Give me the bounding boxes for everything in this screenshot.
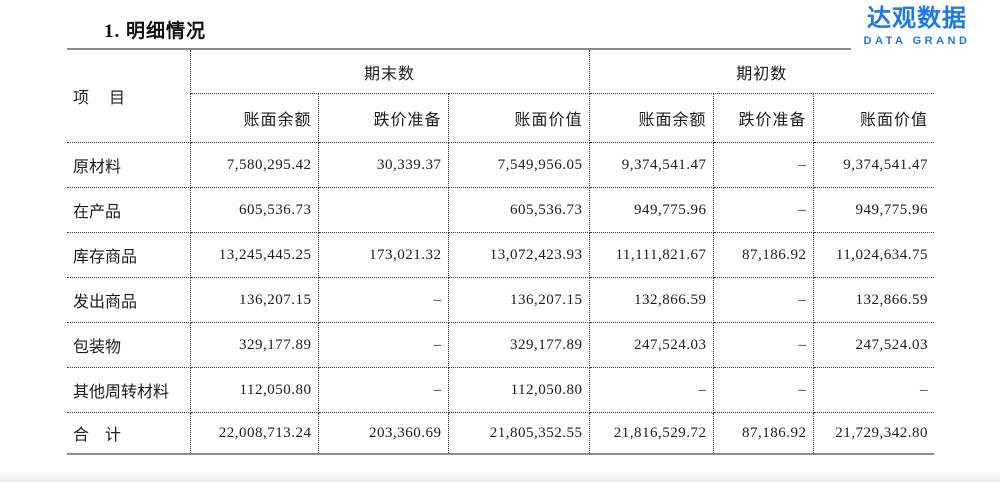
row-value-cell: – — [317, 367, 449, 413]
row-value-cell: 21,816,529.72 — [588, 412, 714, 455]
row-item-label: 合 计 — [67, 412, 191, 455]
row-value-cell: 136,207.15 — [189, 277, 319, 323]
table-row: 其他周转材料 112,050.80–112,050.80– – – — [67, 367, 935, 413]
row-value-cell: 605,536.73 — [447, 187, 590, 233]
row-value-cell: 87,186.92 — [712, 232, 814, 278]
table-body: 原材料 7,580,295.42 30,339.37 7,549,956.05 9,37… — [67, 142, 935, 455]
row-item-label: 发出商品 — [67, 277, 191, 323]
document-title: 1. 明细情况 — [104, 21, 207, 42]
row-item-label: 原材料 — [67, 142, 191, 188]
table-row: 库存商品 13,245,445.25 173,021.32 13,072,423.93… — [67, 232, 935, 278]
row-value-cell: – — [317, 322, 449, 368]
sub-header-cell: 账面余额 — [588, 93, 714, 143]
row-value-cell: – — [317, 277, 449, 323]
row-value-cell: 7,549,956.05 — [447, 142, 590, 188]
row-value-cell: 9,374,541.47 — [812, 142, 935, 188]
row-value-cell: 132,866.59 — [812, 277, 935, 323]
row-value-cell: 949,775.96 — [812, 187, 935, 233]
row-value-cell: 136,207.15 — [447, 277, 590, 323]
row-value-cell: 247,524.03 — [588, 322, 714, 368]
row-item-label: 其他周转材料 — [67, 367, 191, 413]
row-value-cell: 132,866.59 — [588, 277, 714, 323]
row-value-cell: 9,374,541.47 — [588, 142, 714, 188]
row-value-cell: 112,050.80 — [447, 367, 590, 413]
row-value-cell: 329,177.89 — [447, 322, 590, 368]
sub-header-cell: 账面余额 — [190, 93, 319, 143]
row-value-cell: – — [812, 367, 935, 413]
row-value-cell: – — [588, 367, 714, 413]
row-value-cell: 112,050.80 — [189, 367, 319, 413]
row-value-cell: – — [712, 367, 814, 413]
row-value-cell: 7,580,295.42 — [189, 142, 319, 188]
brand-logo-en: DATA GRAND — [863, 35, 971, 47]
table-header: 项 目 期末数 期初数 账面余额 跌价准备 账面价值 账面余额 跌价准备 账面价… — [67, 48, 935, 143]
sub-header-cell: 跌价准备 — [712, 93, 814, 143]
row-value-cell — [317, 187, 449, 233]
row-value-cell: 173,021.32 — [317, 232, 449, 278]
row-value-cell: – — [712, 322, 814, 368]
row-item-label: 包装物 — [67, 322, 191, 368]
row-value-cell: 22,008,713.24 — [189, 412, 319, 455]
brand-logo: 达观数据 DATA GRAND — [851, 5, 983, 51]
table-row: 在产品 605,536.73 605,536.73 949,775.96–949,77… — [67, 187, 935, 233]
page-bottom-shadow — [0, 472, 1000, 482]
total-row: 合 计 22,008,713.24 203,360.69 21,805,352.55 2… — [67, 412, 935, 455]
brand-logo-cn: 达观数据 — [867, 5, 967, 32]
sub-header-cell: 跌价准备 — [317, 93, 449, 143]
row-value-cell: 87,186.92 — [712, 412, 814, 455]
row-value-cell: 21,729,342.80 — [812, 412, 935, 455]
row-value-cell: 605,536.73 — [189, 187, 319, 233]
row-value-cell: – — [712, 277, 814, 323]
group-header-row: 项 目 期末数 期初数 — [67, 48, 935, 143]
inventory-detail-table: 项 目 期末数 期初数 账面余额 跌价准备 账面价值 账面余额 跌价准备 账面价… — [67, 48, 935, 455]
row-value-cell: 30,339.37 — [317, 142, 449, 188]
row-value-cell: 203,360.69 — [317, 412, 449, 455]
row-value-cell: 13,245,445.25 — [189, 232, 319, 278]
row-value-cell: – — [712, 187, 814, 233]
item-column-header: 项 目 — [67, 48, 191, 143]
table-row: 包装物 329,177.89–329,177.89 247,524.03–247,5… — [67, 322, 935, 368]
row-value-cell: 247,524.03 — [812, 322, 935, 368]
sub-header-cell: 账面价值 — [812, 93, 935, 143]
table-row: 原材料 7,580,295.42 30,339.37 7,549,956.05 9,37… — [67, 142, 935, 188]
row-value-cell: 13,072,423.93 — [447, 232, 590, 278]
row-item-label: 库存商品 — [67, 232, 191, 278]
row-item-label: 在产品 — [67, 187, 191, 233]
table-row: 发出商品 136,207.15–136,207.15 132,866.59–132,… — [67, 277, 935, 323]
row-value-cell: – — [712, 142, 814, 188]
row-value-cell: 329,177.89 — [189, 322, 319, 368]
row-value-cell: 11,024,634.75 — [812, 232, 935, 278]
row-value-cell: 949,775.96 — [588, 187, 714, 233]
row-value-cell: 11,111,821.67 — [588, 232, 714, 278]
begin-period-group-header: 期初数 — [588, 48, 935, 94]
sub-header-row: 账面余额 跌价准备 账面价值 账面余额 跌价准备 账面价值 — [67, 93, 935, 143]
row-value-cell: 21,805,352.55 — [447, 412, 590, 455]
sub-header-cell: 账面价值 — [447, 93, 590, 143]
end-period-group-header: 期末数 — [189, 48, 590, 94]
